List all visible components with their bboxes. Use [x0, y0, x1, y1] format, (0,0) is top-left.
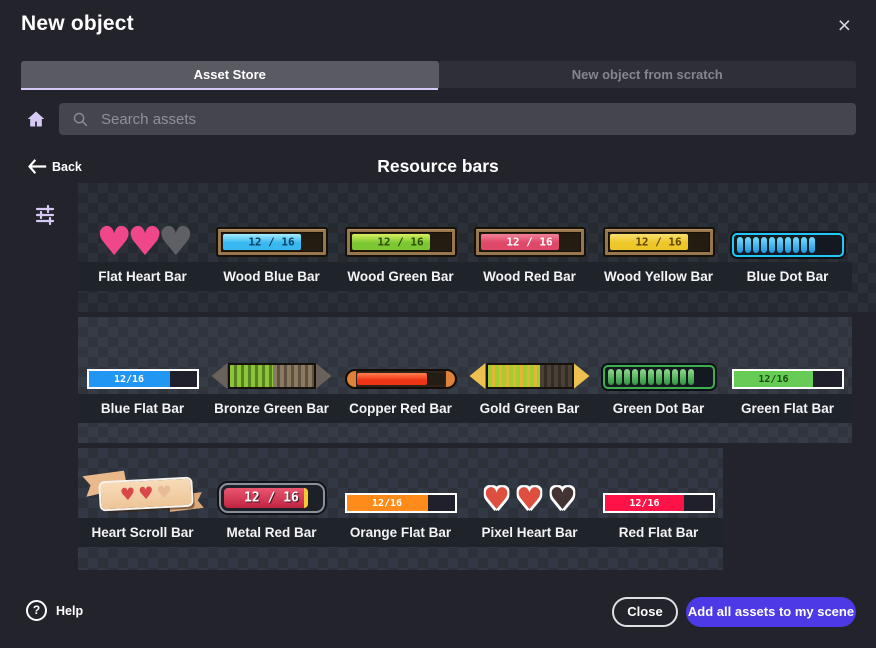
asset-tile-wood-green-bar[interactable]: 12 / 16 Wood Green Bar: [336, 183, 465, 312]
asset-sprite: 12/16: [78, 317, 207, 394]
asset-tile-pixel-heart-bar[interactable]: ♥ ♥ ♥ Pixel Heart Bar: [465, 448, 594, 570]
add-all-assets-button[interactable]: Add all assets to my scene: [686, 597, 856, 627]
asset-tile-flat-heart-bar[interactable]: ♥ ♥ ♥ Flat Heart Bar: [78, 183, 207, 312]
search-bar: [59, 103, 856, 135]
filter-icon[interactable]: [33, 203, 57, 227]
asset-tile-label: Green Dot Bar: [594, 394, 723, 423]
tile-bottom-pad: [207, 547, 336, 570]
tile-bottom-pad: [465, 547, 594, 570]
asset-sprite: ♥ ♥ ♥: [78, 448, 207, 518]
asset-tile-label: Blue Dot Bar: [723, 262, 852, 291]
asset-tile-copper-red-bar[interactable]: Copper Red Bar: [336, 317, 465, 443]
asset-tile-gold-green-bar[interactable]: Gold Green Bar: [465, 317, 594, 443]
tab-bar: Asset Store New object from scratch: [21, 61, 856, 88]
asset-tile-label: Metal Red Bar: [207, 518, 336, 547]
asset-tile-red-flat-bar[interactable]: 12/16 Red Flat Bar: [594, 448, 723, 570]
asset-tile-label: Wood Green Bar: [336, 262, 465, 291]
asset-sprite: 12 / 16: [207, 448, 336, 518]
search-icon: [73, 112, 88, 126]
tile-bottom-pad: [594, 423, 723, 443]
tab-new-object-from-scratch[interactable]: New object from scratch: [438, 61, 856, 88]
page-title: Resource bars: [377, 156, 499, 176]
asset-sprite: 12 / 16: [207, 183, 336, 262]
asset-sprite: [465, 317, 594, 394]
tile-bottom-pad: [336, 291, 465, 312]
asset-tile-heart-scroll-bar[interactable]: ♥ ♥ ♥ Heart Scroll Bar: [78, 448, 207, 570]
asset-tile-label: Blue Flat Bar: [78, 394, 207, 423]
home-icon[interactable]: [26, 109, 46, 129]
asset-tile-label: Orange Flat Bar: [336, 518, 465, 547]
asset-tile-label: Red Flat Bar: [594, 518, 723, 547]
asset-tile-label: Wood Blue Bar: [207, 262, 336, 291]
active-tab-underline: [21, 88, 438, 90]
asset-tile-metal-red-bar[interactable]: 12 / 16 Metal Red Bar: [207, 448, 336, 570]
tile-bottom-pad: [207, 291, 336, 312]
close-icon[interactable]: ×: [837, 12, 851, 38]
tile-bottom-pad: [465, 291, 594, 312]
tile-bottom-pad: [723, 423, 852, 443]
tile-bottom-pad: [207, 423, 336, 443]
help-button[interactable]: Help: [56, 604, 84, 618]
asset-sprite: [723, 183, 852, 262]
asset-tile-wood-yellow-bar[interactable]: 12 / 16 Wood Yellow Bar: [594, 183, 723, 312]
tile-bottom-pad: [78, 423, 207, 443]
asset-sprite: 12 / 16: [465, 183, 594, 262]
asset-tile-label: Green Flat Bar: [723, 394, 852, 423]
close-button[interactable]: Close: [612, 597, 678, 627]
tile-bottom-pad: [594, 291, 723, 312]
asset-sprite: [336, 317, 465, 394]
asset-tile-orange-flat-bar[interactable]: 12/16 Orange Flat Bar: [336, 448, 465, 570]
asset-tile-label: Wood Yellow Bar: [594, 262, 723, 291]
asset-tile-label: Heart Scroll Bar: [78, 518, 207, 547]
tile-bottom-pad: [723, 291, 852, 312]
asset-tile-green-dot-bar[interactable]: Green Dot Bar: [594, 317, 723, 443]
search-input[interactable]: [99, 109, 856, 129]
asset-tile-wood-red-bar[interactable]: 12 / 16 Wood Red Bar: [465, 183, 594, 312]
asset-tile-label: Gold Green Bar: [465, 394, 594, 423]
tile-bottom-pad: [78, 547, 207, 570]
asset-sprite: 12/16: [723, 317, 852, 394]
tile-bottom-pad: [594, 547, 723, 570]
asset-sprite: ♥ ♥ ♥: [96, 219, 194, 265]
tile-bottom-pad: [336, 547, 465, 570]
asset-sprite: 12/16: [594, 448, 723, 518]
asset-tile-wood-blue-bar[interactable]: 12 / 16 Wood Blue Bar: [207, 183, 336, 312]
asset-sprite: ♥ ♥ ♥: [483, 482, 576, 517]
asset-tile-blue-flat-bar[interactable]: 12/16 Blue Flat Bar: [78, 317, 207, 443]
asset-row: 12/16 Blue Flat Bar Bronze Green Bar Copper…: [78, 317, 852, 443]
tile-bottom-pad: [465, 423, 594, 443]
back-button[interactable]: Back: [52, 160, 82, 174]
help-icon[interactable]: ?: [26, 600, 47, 621]
asset-tile-green-flat-bar[interactable]: 12/16 Green Flat Bar: [723, 317, 852, 443]
asset-row: ♥ ♥ ♥ Flat Heart Bar 12 / 16 Wood Blue Bar 12 …: [78, 183, 876, 312]
asset-sprite: 12 / 16: [336, 183, 465, 262]
asset-tile-bronze-green-bar[interactable]: Bronze Green Bar: [207, 317, 336, 443]
asset-tile-label: Pixel Heart Bar: [465, 518, 594, 547]
back-arrow-icon[interactable]: [27, 158, 47, 175]
tile-bottom-pad: [336, 423, 465, 443]
asset-sprite: [207, 317, 336, 394]
dialog-title: New object: [21, 12, 134, 35]
asset-sprite: 12 / 16: [594, 183, 723, 262]
asset-row: ♥ ♥ ♥ Heart Scroll Bar 12 / 16 Metal Red Bar 1…: [78, 448, 723, 570]
asset-tile-label: Flat Heart Bar: [78, 262, 207, 291]
asset-tile-label: Copper Red Bar: [336, 394, 465, 423]
tab-asset-store[interactable]: Asset Store: [21, 61, 439, 88]
tile-bottom-pad: [78, 291, 207, 312]
asset-tile-blue-dot-bar[interactable]: Blue Dot Bar: [723, 183, 852, 312]
asset-sprite: [594, 317, 723, 394]
asset-tile-label: Bronze Green Bar: [207, 394, 336, 423]
asset-sprite: 12/16: [336, 448, 465, 518]
asset-tile-label: Wood Red Bar: [465, 262, 594, 291]
